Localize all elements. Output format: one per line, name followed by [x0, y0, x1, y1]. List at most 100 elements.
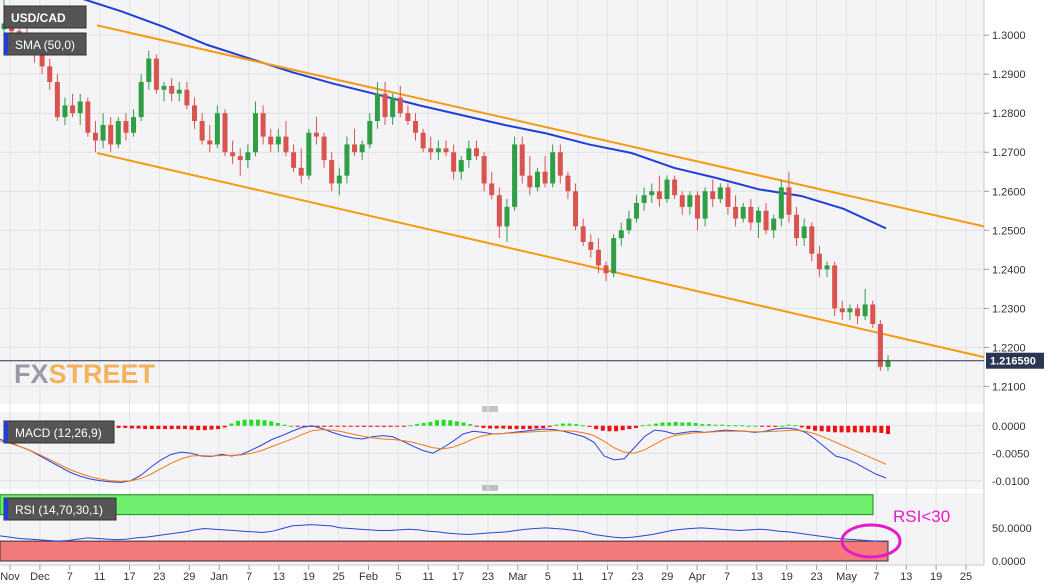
macd-pane-bg: [0, 412, 984, 489]
sma-legend[interactable]: SMA (50,0): [3, 32, 87, 56]
macd-hist-bar: [255, 419, 260, 426]
macd-resize-handle[interactable]: [482, 406, 498, 412]
symbol-legend[interactable]: USD/CAD: [3, 5, 87, 29]
macd-hist-bar: [726, 425, 731, 427]
macd-hist-bar: [494, 425, 499, 429]
price-tick-label: 1.2800: [992, 108, 1026, 120]
x-tick-label: 7: [67, 571, 73, 583]
macd-hist-bar: [753, 425, 758, 427]
candle: [611, 234, 617, 278]
macd-hist-bar: [236, 420, 241, 426]
macd-hist-bar: [156, 425, 161, 430]
candle: [519, 136, 525, 184]
candle: [222, 109, 228, 157]
macd-hist-bar: [693, 423, 698, 426]
macd-hist-bar: [488, 425, 493, 429]
candle: [138, 74, 144, 122]
macd-hist-bar: [454, 421, 459, 426]
macd-hist-bar: [149, 425, 154, 430]
macd-hist-bar: [819, 425, 824, 432]
candle: [352, 128, 358, 157]
candle: [77, 93, 83, 125]
macd-hist-bar: [322, 425, 327, 427]
candle: [435, 140, 441, 161]
price-tick-label: 1.2400: [992, 264, 1026, 276]
macd-hist-bar: [567, 423, 572, 426]
macd-hist-bar: [269, 421, 274, 426]
candle: [550, 144, 556, 188]
candle: [816, 245, 822, 278]
candle: [298, 148, 304, 184]
macd-hist-bar: [700, 424, 705, 426]
x-tick-label: 23: [631, 571, 643, 583]
candle: [679, 191, 685, 215]
candle: [252, 101, 258, 157]
x-tick-label: 7: [246, 571, 252, 583]
x-tick-label: May: [836, 571, 857, 583]
macd-hist-bar: [547, 425, 552, 427]
candle: [481, 152, 487, 192]
candle: [733, 195, 739, 227]
macd-hist-bar: [872, 425, 877, 433]
macd-hist-bar: [879, 425, 884, 433]
candle: [374, 81, 380, 129]
candle: [153, 54, 159, 94]
x-tick-label: 19: [303, 571, 315, 583]
macd-legend[interactable]: MACD (12,26,9): [3, 420, 115, 444]
macd-hist-bar: [852, 425, 857, 433]
macd-signal-line: [0, 429, 887, 482]
rsi-resize-handle[interactable]: [482, 485, 498, 491]
candle: [702, 187, 708, 227]
candle: [275, 128, 281, 153]
macd-hist-bar: [713, 424, 718, 426]
candle: [420, 128, 426, 153]
macd-hist-bar: [534, 425, 539, 429]
candle: [367, 113, 373, 149]
candle: [557, 144, 563, 184]
candle: [870, 300, 876, 328]
candle: [710, 179, 716, 207]
candle: [85, 97, 91, 137]
candle: [504, 199, 510, 243]
macd-tick-label: -0.0050: [992, 448, 1029, 460]
candle: [877, 320, 883, 371]
candle: [595, 238, 601, 274]
macd-hist-bar: [680, 422, 685, 426]
macd-hist-bar: [813, 425, 818, 431]
macd-hist-bar: [468, 424, 473, 426]
candle: [321, 132, 327, 168]
macd-hist-bar: [600, 425, 605, 431]
price-tick-label: 1.3000: [992, 30, 1026, 42]
macd-hist-bar: [229, 423, 234, 426]
x-tick-label: Feb: [359, 571, 378, 583]
macd-hist-bar: [189, 425, 194, 430]
price-tick-label: 1.2100: [992, 381, 1026, 393]
candle: [885, 355, 891, 371]
macd-hist-bar: [786, 424, 791, 426]
macd-hist-bar: [415, 424, 420, 426]
candle: [656, 175, 662, 207]
macd-hist-bar: [216, 425, 221, 430]
x-tick-label: 17: [123, 571, 135, 583]
x-tick-label: 13: [900, 571, 912, 583]
macd-hist-bar: [328, 425, 333, 427]
price-tick-label: 1.2300: [992, 303, 1026, 315]
macd-hist-bar: [302, 425, 307, 427]
candle: [725, 183, 731, 215]
macd-hist-bar: [574, 424, 579, 426]
macd-hist-bar: [580, 425, 585, 427]
x-tick-label: 7: [724, 571, 730, 583]
macd-hist-bar: [766, 425, 771, 427]
macd-hist-bar: [315, 425, 320, 427]
candlesticks: [1, 0, 891, 371]
macd-hist-bar: [660, 422, 665, 426]
candle: [473, 140, 479, 161]
candle: [329, 152, 335, 192]
macd-hist-bar: [667, 422, 672, 426]
sma-line: [82, 0, 887, 230]
macd-hist-bar: [448, 420, 453, 426]
candle: [832, 261, 838, 317]
candle: [413, 113, 419, 141]
rsi-legend[interactable]: RSI (14,70,30,1): [3, 497, 117, 521]
macd-hist-bar: [846, 425, 851, 433]
